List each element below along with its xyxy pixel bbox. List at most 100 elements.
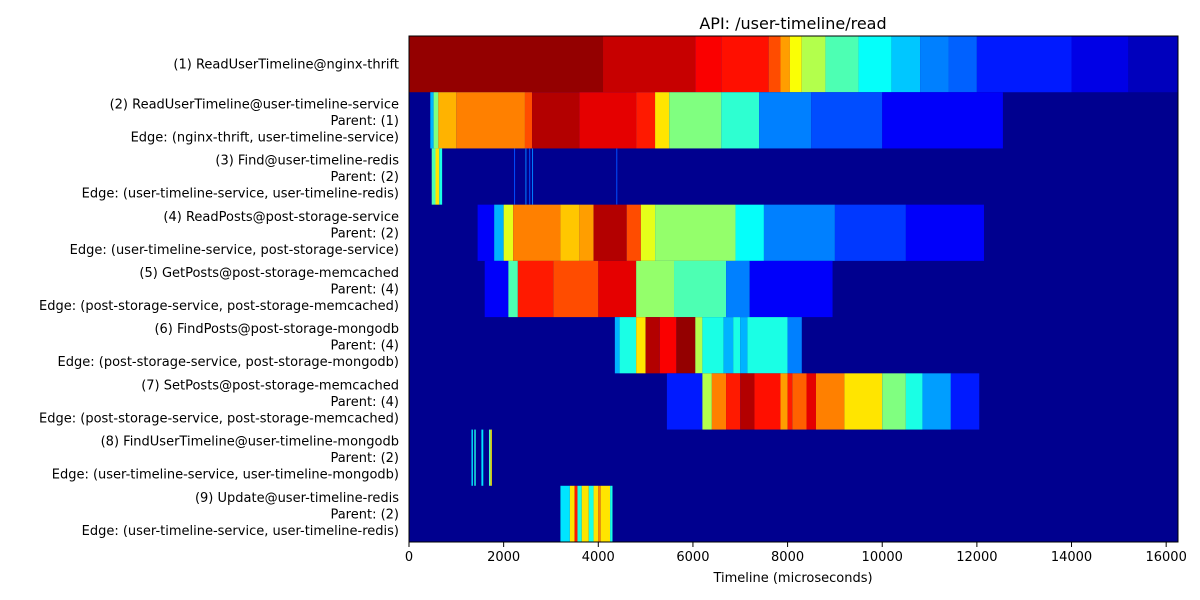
heatmap-segment xyxy=(844,373,883,430)
x-tick-label: 4000 xyxy=(582,550,615,565)
heatmap-segment xyxy=(695,317,703,374)
heatmap-segment xyxy=(735,204,764,261)
row-label-line: Parent: (2) xyxy=(330,226,399,241)
heatmap-segment xyxy=(666,373,703,430)
heatmap-segment xyxy=(659,317,677,374)
heatmap-segment xyxy=(723,317,734,374)
heatmap-segment xyxy=(674,260,727,318)
heatmap-segment xyxy=(484,260,509,318)
heatmap-segment xyxy=(787,373,793,430)
heatmap-segment xyxy=(619,317,637,374)
row-label-line: Edge: (user-timeline-service, post-stora… xyxy=(70,243,399,258)
heatmap-segment xyxy=(695,36,722,93)
heatmap-row xyxy=(614,317,802,374)
heatmap-segment xyxy=(747,317,788,374)
heatmap-segment xyxy=(1128,36,1178,93)
heatmap-segment xyxy=(598,260,637,318)
heatmap-segment xyxy=(669,92,722,149)
heatmap-segment xyxy=(471,429,473,486)
heatmap-segment xyxy=(525,148,527,205)
heatmap-segment xyxy=(600,485,611,542)
heatmap-segment xyxy=(636,317,646,374)
row-label-line: Parent: (2) xyxy=(330,170,399,185)
row-label-line: Parent: (4) xyxy=(330,283,399,298)
heatmap-segment xyxy=(789,36,802,93)
heatmap-segment xyxy=(950,373,980,430)
row-label-line: (8) FindUserTimeline@user-timeline-mongo… xyxy=(101,435,399,450)
x-tick-label: 12000 xyxy=(956,550,997,565)
heatmap-row xyxy=(484,260,833,318)
heatmap-segment xyxy=(488,429,491,486)
heatmap-segment xyxy=(433,92,439,149)
heatmap-segment xyxy=(763,204,835,261)
heatmap-segment xyxy=(780,36,790,93)
heatmap-segment xyxy=(882,373,906,430)
heatmap-segment xyxy=(514,148,516,205)
heatmap-segment xyxy=(787,317,802,374)
row-label-line: Edge: (post-storage-service, post-storag… xyxy=(58,355,399,370)
heatmap-segment xyxy=(579,92,637,149)
row-label-line: Parent: (2) xyxy=(330,451,399,466)
heatmap-segment xyxy=(733,317,741,374)
heatmap-segment xyxy=(726,260,750,318)
heatmap-segment xyxy=(702,317,724,374)
row-label-line: (4) ReadPosts@post-storage-service xyxy=(163,210,399,225)
heatmap-segment xyxy=(905,373,923,430)
heatmap-segment xyxy=(503,204,514,261)
heatmap-segment xyxy=(603,36,696,93)
row-label-line: (5) GetPosts@post-storage-memcached xyxy=(139,266,399,281)
heatmap-segment xyxy=(740,373,755,430)
heatmap-segment xyxy=(532,92,580,149)
heatmap-segment xyxy=(456,92,525,149)
heatmap-segment xyxy=(721,36,769,93)
heatmap-segment xyxy=(435,148,440,205)
heatmap-segment xyxy=(825,36,859,93)
heatmap-row xyxy=(477,204,984,261)
heatmap-segment xyxy=(948,36,977,93)
heatmap-row xyxy=(430,92,1003,149)
x-axis: 0 2000 4000 6000 8000 10000 12000 14000 16000 xyxy=(405,542,1187,565)
heatmap-segment xyxy=(626,204,641,261)
row-label-line: Edge: (user-timeline-service, user-timel… xyxy=(82,187,399,202)
row-label-line: Edge: (post-storage-service, post-storag… xyxy=(39,411,399,426)
heatmap-segment xyxy=(858,36,892,93)
heatmap-segment xyxy=(922,373,951,430)
heatmap-segment xyxy=(834,204,906,261)
heatmap-segment xyxy=(740,317,748,374)
row-label-line: Edge: (post-storage-service, post-storag… xyxy=(39,299,399,314)
row-label-line: (6) FindPosts@post-storage-mongodb xyxy=(154,322,399,337)
heatmap-segment xyxy=(768,36,781,93)
row-label-line: Parent: (1) xyxy=(330,114,399,129)
row-label-line: Edge: (user-timeline-service, user-timel… xyxy=(52,468,399,483)
heatmap-segment xyxy=(529,148,531,205)
x-tick-label: 2000 xyxy=(487,550,520,565)
heatmap-segment xyxy=(508,260,518,318)
heatmap-segment xyxy=(560,204,580,261)
heatmap-segment xyxy=(598,485,601,542)
heatmap-segment xyxy=(754,373,781,430)
heatmap-row xyxy=(471,429,492,486)
row-label-line: (7) SetPosts@post-storage-memcached xyxy=(141,378,399,393)
heatmap-segment xyxy=(711,373,727,430)
row-label-line: (3) Find@user-timeline-redis xyxy=(215,154,399,169)
heatmap-segment xyxy=(577,485,582,542)
heatmap-segment xyxy=(882,92,1003,149)
heatmap-segment xyxy=(702,373,712,430)
chart-title: API: /user-timeline/read xyxy=(699,14,886,33)
row-label-line: (1) ReadUserTimeline@nginx-thrift xyxy=(173,58,399,73)
heatmap-segment xyxy=(920,36,949,93)
heatmap-segment xyxy=(792,373,807,430)
x-tick-label: 8000 xyxy=(771,550,804,565)
heatmap-segment xyxy=(593,485,599,542)
row-label-line: (2) ReadUserTimeline@user-timeline-servi… xyxy=(110,97,399,112)
heatmap-segment xyxy=(560,485,570,542)
heatmap-segment xyxy=(477,204,495,261)
heatmap-row xyxy=(560,485,613,542)
heatmap-segment xyxy=(481,429,484,486)
heatmap-segment xyxy=(655,92,670,149)
heatmap-segment xyxy=(593,204,627,261)
heatmap-segment xyxy=(801,36,826,93)
heatmap-segment xyxy=(676,317,696,374)
heatmap-segment xyxy=(655,204,736,261)
row-label-line: Edge: (user-timeline-service, user-timel… xyxy=(82,524,399,539)
